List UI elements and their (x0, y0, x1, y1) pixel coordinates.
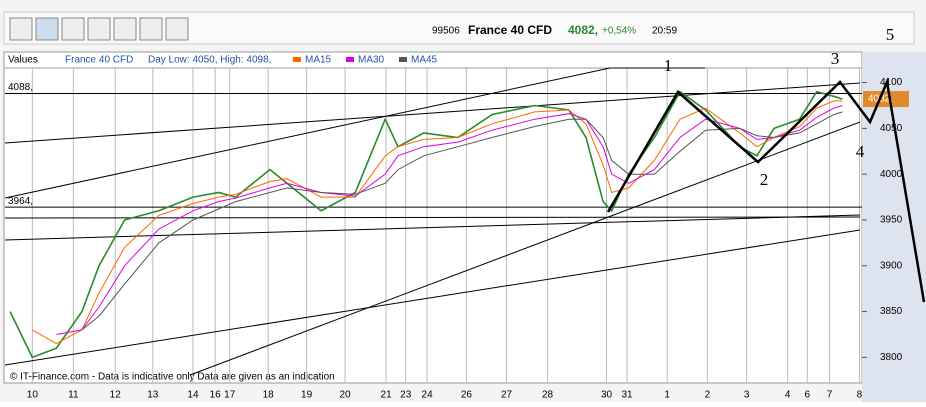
quote-id: 99506 (432, 26, 460, 37)
y-tick-label: 3950 (880, 215, 903, 226)
wave-line (606, 77, 926, 303)
x-tick-label: 8 (857, 390, 863, 401)
x-tick-label: 24 (422, 390, 434, 401)
x-tick-label: 30 (601, 390, 613, 401)
level-label: 4088, (8, 82, 33, 93)
zoom-tool[interactable] (9, 17, 33, 41)
wave-label: 4 (856, 142, 865, 161)
x-tick-label: 4 (785, 390, 791, 401)
x-tick-label: 31 (621, 390, 633, 401)
legend-entry: MA30 (358, 55, 385, 66)
series-line (56, 105, 843, 335)
x-tick-label: 11 (68, 390, 79, 401)
x-tick-label: 27 (501, 390, 513, 401)
legend-swatch (293, 57, 301, 62)
x-tick-label: 1 (664, 390, 670, 401)
last-price: 4082, (568, 23, 598, 37)
wave-label: 3 (831, 49, 840, 68)
trendline (189, 121, 861, 376)
channel-tool[interactable] (113, 17, 137, 41)
time: 20:59 (652, 26, 677, 37)
series-line (32, 100, 843, 345)
trendline (4, 229, 861, 366)
trendline (4, 216, 861, 219)
line-tool[interactable] (35, 17, 59, 41)
x-tick-label: 10 (27, 390, 39, 401)
x-tick-label: 28 (542, 390, 554, 401)
trendline (4, 67, 611, 199)
wave-label: 2 (760, 170, 769, 189)
last-price-badge (863, 91, 909, 108)
price-axis (862, 52, 926, 402)
level-label: 3964, (8, 196, 33, 207)
x-tick-label: 20 (340, 390, 352, 401)
x-tick-label: 6 (805, 390, 811, 401)
tool-icons (9, 17, 189, 41)
x-tick-label: 2 (705, 390, 711, 401)
hline-tool[interactable] (61, 17, 85, 41)
y-tick-label: 4050 (880, 123, 903, 134)
x-tick-label: 3 (744, 390, 750, 401)
legend-entry: MA15 (305, 55, 332, 66)
trendline (4, 214, 861, 241)
legend-entry: MA45 (411, 55, 438, 66)
legend-swatch (399, 57, 407, 62)
parallel-tool[interactable] (139, 17, 163, 41)
fibo-tool[interactable] (87, 17, 111, 41)
trendline (4, 82, 861, 144)
x-tick-label: 17 (224, 390, 236, 401)
x-tick-label: 7 (827, 390, 833, 401)
x-tick-label: 26 (461, 390, 473, 401)
y-tick-label: 3900 (880, 260, 903, 271)
y-tick-label: 3800 (880, 352, 903, 363)
change: +0,54% (602, 26, 636, 37)
legend-instrument: France 40 CFD (65, 55, 133, 66)
x-tick-label: 23 (400, 390, 412, 401)
y-tick-label: 3850 (880, 306, 903, 317)
instrument: France 40 CFD (468, 23, 552, 37)
delete-tool[interactable] (165, 17, 189, 41)
x-tick-label: 18 (263, 390, 275, 401)
y-tick-label: 4000 (880, 169, 903, 180)
x-tick-label: 13 (147, 390, 159, 401)
footer: © IT-Finance.com - Data is indicative on… (10, 372, 335, 383)
x-tick-label: 19 (301, 390, 313, 401)
x-tick-label: 16 (210, 390, 222, 401)
legend-swatch (346, 57, 354, 62)
x-tick-label: 14 (187, 390, 199, 401)
legend-heading: Values (8, 55, 38, 66)
series-line (81, 111, 843, 331)
wave-label: 5 (886, 25, 895, 44)
y-tick-label: 4100 (880, 77, 903, 88)
wave-label: 1 (664, 56, 673, 75)
x-tick-label: 21 (381, 390, 393, 401)
legend-day-range: Day Low: 4050, High: 4098, (148, 55, 271, 66)
trendlines (4, 67, 861, 376)
x-tick-label: 12 (110, 390, 122, 401)
